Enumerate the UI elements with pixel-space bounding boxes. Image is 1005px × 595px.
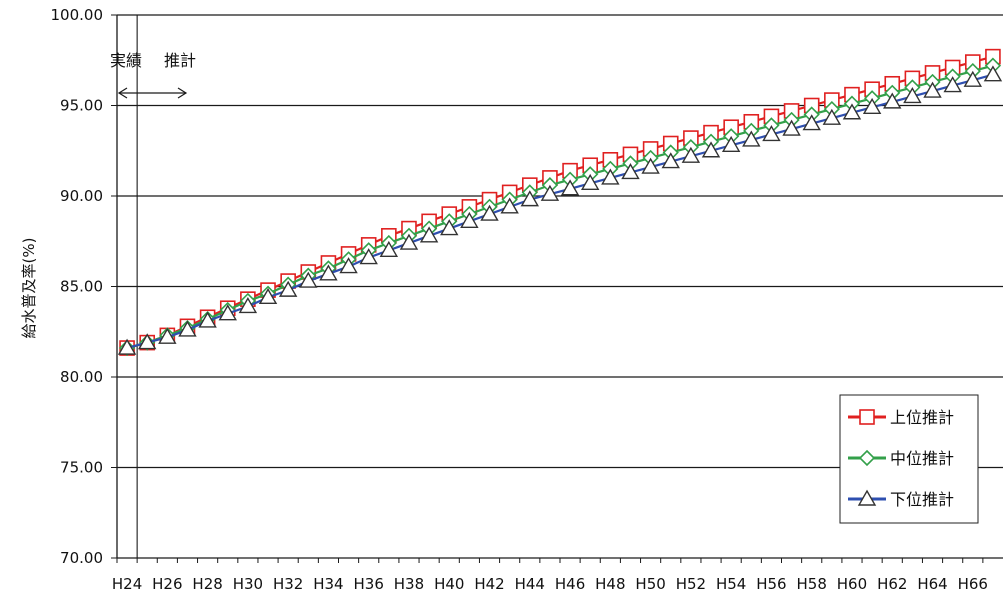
data-point [359,248,378,265]
arrow-head-right [177,87,188,99]
y-tick-label: 70.00 [60,549,103,567]
data-point [601,168,620,185]
data-point [661,152,680,169]
annotation-actual: 実績 [110,51,142,70]
x-tick-label-H24: H24 [112,575,142,593]
y-tick-label: 80.00 [60,368,103,386]
y-tick-label: 85.00 [60,278,103,296]
data-point [721,135,741,153]
data-point [540,184,560,201]
data-point [782,119,801,136]
data-point [822,108,842,125]
data-point [218,304,237,321]
data-point [983,65,1003,82]
data-point [560,179,580,196]
data-point [762,125,781,142]
data-point [802,114,821,131]
y-tick-label: 95.00 [60,97,103,115]
y-axis-label: 給水普及率(%) [20,238,38,339]
annotation-forecast: 推計 [164,51,196,70]
data-point [399,233,419,250]
x-tick-label-H54: H54 [716,575,746,593]
data-point [419,226,439,243]
data-point [278,280,298,297]
data-point [701,141,721,158]
x-tick-label-H50: H50 [635,575,665,593]
x-tick-label-H38: H38 [394,575,424,593]
data-point [258,287,278,305]
data-point [440,219,459,236]
x-tick-label-H44: H44 [515,575,545,593]
data-point [943,76,962,93]
x-tick-label-H48: H48 [595,575,625,593]
data-point [480,204,499,221]
series-3 [117,65,1003,355]
data-point [621,163,640,180]
x-tick-label-H34: H34 [313,575,343,593]
data-point [520,190,540,207]
data-point [742,130,761,147]
arrow-head-left [117,87,128,99]
x-tick-label-H40: H40 [434,575,464,593]
x-tick-label-H60: H60 [837,575,867,593]
legend-label: 上位推計 [890,408,954,427]
legend-label: 中位推計 [890,449,954,468]
data-point [883,92,902,109]
x-tick-label-H30: H30 [233,575,263,593]
data-point [500,197,519,214]
data-point [923,81,942,98]
data-point [178,320,197,337]
data-point [460,211,479,229]
y-tick-label: 90.00 [60,187,103,205]
data-point [379,240,399,257]
x-tick-label-H36: H36 [354,575,384,593]
y-axis: 70.00 75.00 80.00 85.00 90.00 95.00 100.00 [51,6,118,567]
actual-forecast-divider: 実績 推計 [110,15,196,558]
legend-marker-triangle [857,489,877,506]
x-tick-label-H42: H42 [474,575,504,593]
x-tick-label-H26: H26 [152,575,182,593]
data-point [963,70,983,87]
data-point [319,264,338,281]
series-line [126,64,994,350]
x-tick-label-H32: H32 [273,575,303,593]
y-tick-label: 75.00 [60,459,103,477]
legend-marker-diamond [858,449,876,467]
series-line [126,73,994,350]
data-point [339,257,358,274]
x-tick-label-H46: H46 [555,575,585,593]
data-point [862,97,882,115]
x-axis: H24 H26 H28 H30 H32 H34 H36 H38 H40 H42 H44 H46 H48 H… [112,558,988,593]
data-point [299,271,318,288]
data-point [198,311,217,328]
x-tick-label-H28: H28 [192,575,222,593]
y-tick-label: 100.00 [51,6,104,24]
data-point [580,173,600,191]
data-point [238,296,258,314]
data-point [137,333,157,350]
legend-label: 下位推計 [890,490,954,509]
x-tick-label-H58: H58 [797,575,827,593]
series-group [117,48,1003,357]
data-point [117,338,137,355]
data-point [158,327,177,344]
x-tick-label-H56: H56 [756,575,786,593]
x-tick-label-H62: H62 [877,575,907,593]
data-point [641,157,660,174]
x-tick-label-H66: H66 [958,575,988,593]
x-tick-label-H52: H52 [676,575,706,593]
legend-marker-square [859,409,875,425]
x-tick-label-H64: H64 [917,575,947,593]
data-point [681,146,701,163]
data-point [903,87,922,104]
data-point [842,103,862,120]
